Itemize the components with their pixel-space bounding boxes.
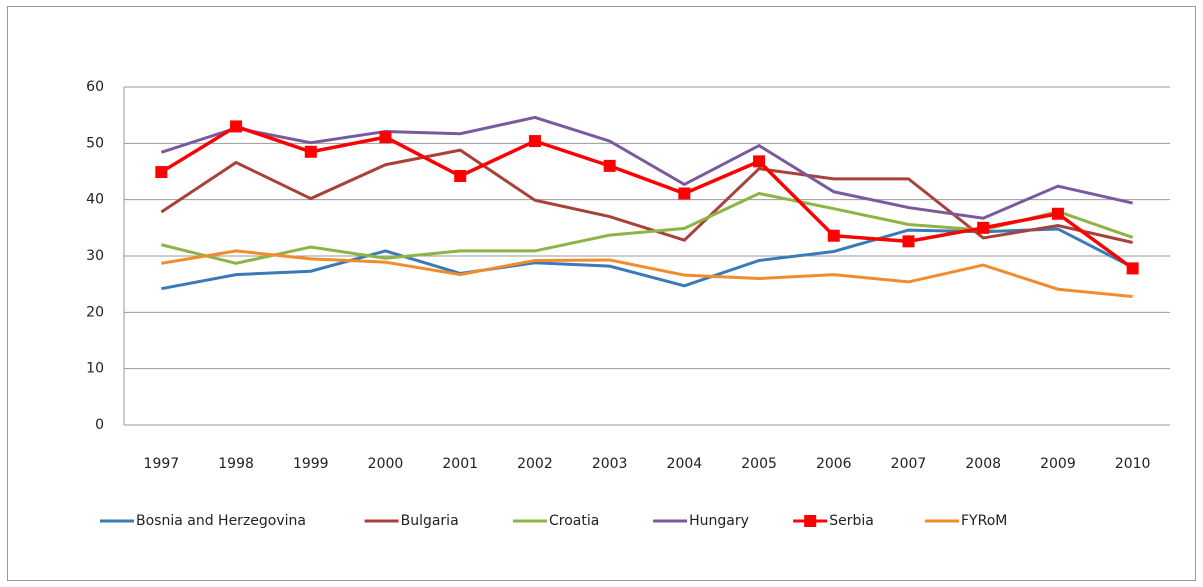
- x-tick-label: 2005: [741, 456, 777, 472]
- legend-label: FYRoM: [961, 513, 1007, 529]
- x-tick-label: 2008: [965, 456, 1001, 472]
- x-tick-label: 1998: [218, 456, 254, 472]
- point: [977, 221, 990, 234]
- series-line: [161, 249, 1133, 299]
- chart-frame: [7, 6, 1196, 581]
- legend-label: Bosnia and Herzegovina: [136, 513, 306, 529]
- x-tick-label: 2006: [816, 456, 852, 472]
- y-tick-label: 20: [86, 304, 104, 320]
- point: [678, 187, 691, 200]
- x-tick-label: 2002: [517, 456, 553, 472]
- point: [230, 120, 243, 133]
- x-tick-label: 2009: [1040, 456, 1076, 472]
- point: [304, 145, 317, 158]
- x-tick-label: 2010: [1115, 456, 1151, 472]
- legend-label: Serbia: [829, 513, 874, 529]
- point: [1126, 262, 1139, 275]
- y-tick-label: 10: [86, 361, 104, 377]
- x-tick-label: 2004: [667, 456, 703, 472]
- legend-label: Hungary: [689, 513, 749, 529]
- legend-label: Bulgaria: [401, 513, 459, 529]
- point: [603, 159, 616, 172]
- x-tick-label: 2000: [368, 456, 404, 472]
- series-line: [160, 115, 1133, 220]
- point: [902, 235, 915, 248]
- y-tick-label: 40: [86, 192, 104, 208]
- x-tick-label: 1997: [144, 456, 180, 472]
- point: [155, 166, 168, 179]
- legend-label: Croatia: [549, 513, 599, 529]
- y-tick-label: 0: [95, 417, 104, 433]
- series-line: [160, 124, 1134, 270]
- point: [827, 229, 840, 242]
- x-tick-label: 2003: [592, 456, 628, 472]
- point: [1051, 207, 1064, 220]
- point: [528, 135, 541, 148]
- point: [379, 131, 392, 144]
- y-tick-label: 30: [86, 248, 104, 264]
- point: [753, 155, 766, 168]
- x-tick-label: 2007: [891, 456, 927, 472]
- x-tick-label: 2001: [442, 456, 478, 472]
- x-tick-label: 1999: [293, 456, 329, 472]
- y-tick-label: 50: [86, 135, 104, 151]
- point: [454, 170, 467, 183]
- y-tick-label: 60: [86, 79, 104, 95]
- legend-marker: [804, 515, 817, 527]
